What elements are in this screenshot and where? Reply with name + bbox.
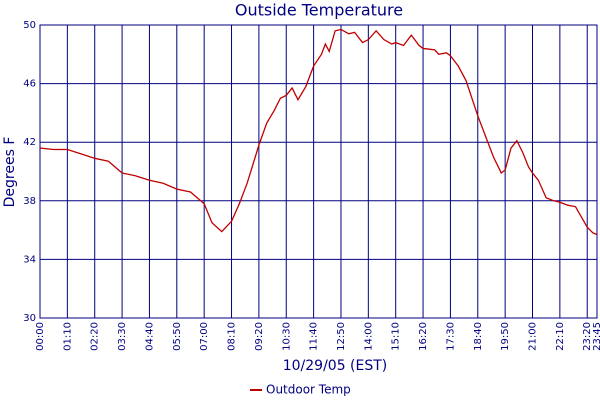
y-tick-label: 42: [23, 137, 36, 148]
x-tick-label: 04:40: [144, 322, 155, 351]
x-tick-label: 23:20: [582, 322, 593, 351]
x-tick-label: 15:10: [391, 322, 402, 351]
x-axis-label: 10/29/05 (EST): [283, 358, 388, 374]
x-tick-label: 22:10: [555, 322, 566, 351]
x-tick-label: 11:40: [309, 322, 320, 351]
x-tick-label: 07:00: [199, 322, 210, 351]
y-tick-label: 34: [23, 254, 36, 265]
plot-area: [39, 24, 598, 319]
y-tick-label: 30: [23, 313, 36, 324]
legend-label: Outdoor Temp: [266, 383, 351, 397]
x-tick-label: 18:40: [473, 322, 484, 351]
x-tick-label: 19:50: [500, 322, 511, 351]
x-tick-label: 00:00: [35, 322, 46, 351]
x-tick-label: 14:00: [363, 322, 374, 351]
x-tick-label: 05:50: [172, 322, 183, 351]
chart-title: Outside Temperature: [235, 1, 403, 20]
y-axis-label: Degrees F: [2, 137, 18, 208]
x-tick-label: 08:10: [227, 322, 238, 351]
y-tick-label: 46: [23, 79, 36, 90]
x-tick-label: 03:30: [117, 322, 128, 351]
data-line: [39, 28, 598, 236]
x-tick-label: 21:00: [528, 322, 539, 351]
x-tick-label: 10:30: [281, 322, 292, 351]
x-tick-label: 02:20: [90, 322, 101, 351]
y-tick-label: 50: [23, 20, 36, 31]
x-tick-label: 12:50: [336, 322, 347, 351]
x-tick-label: 16:20: [418, 322, 429, 351]
x-tick-label: 01:10: [62, 322, 73, 351]
x-tick-label: 09:20: [254, 322, 265, 351]
y-tick-label: 38: [23, 196, 36, 207]
x-tick-label: 23:45: [592, 322, 600, 351]
x-tick-label: 17:30: [445, 322, 456, 351]
